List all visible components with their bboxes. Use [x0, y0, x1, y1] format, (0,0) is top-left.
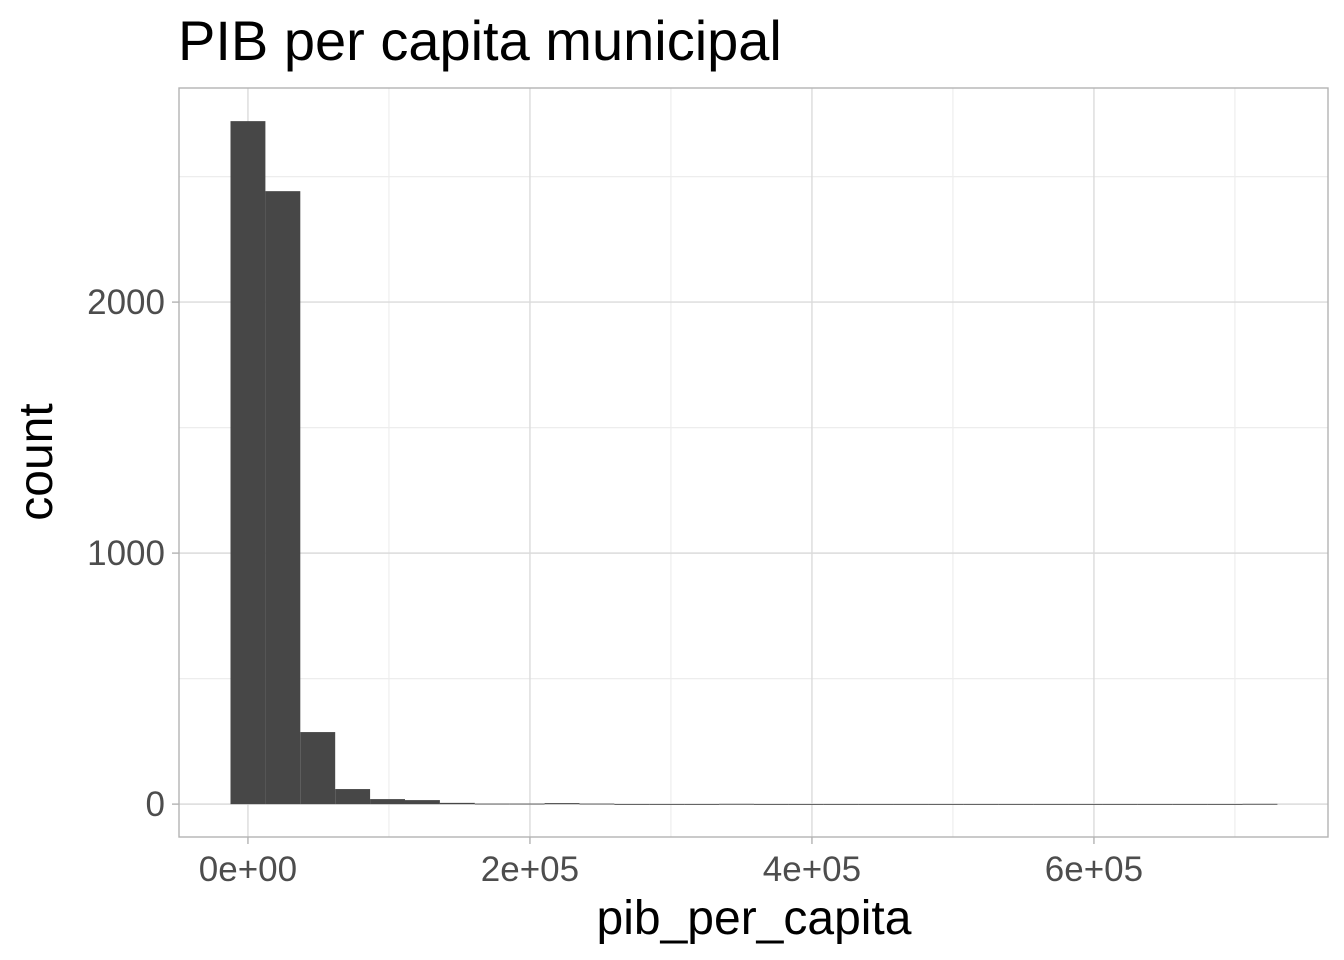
bar — [230, 121, 266, 805]
x-tick-label: 6e+05 — [1045, 850, 1143, 889]
y-axis-title: count — [10, 403, 63, 520]
bar — [1172, 804, 1208, 805]
y-tick-label: 2000 — [87, 283, 165, 322]
bar — [858, 804, 894, 805]
bar — [1137, 804, 1173, 805]
panel-border — [178, 87, 1329, 838]
bar — [265, 191, 301, 805]
bar — [928, 804, 964, 805]
bar — [1242, 803, 1278, 805]
bar — [1207, 804, 1243, 805]
bar — [579, 803, 615, 805]
bar — [614, 804, 650, 805]
bar — [370, 799, 405, 805]
bar — [300, 732, 336, 805]
bar — [649, 804, 685, 805]
bar — [1033, 804, 1069, 805]
bar — [753, 804, 789, 805]
bar — [998, 804, 1034, 805]
x-tick-label: 2e+05 — [481, 850, 579, 889]
y-tick-label: 1000 — [87, 534, 165, 573]
bar — [474, 803, 510, 805]
bar — [404, 800, 440, 805]
bar — [788, 804, 824, 805]
bar — [719, 803, 754, 805]
bar — [335, 789, 371, 805]
bar — [823, 804, 859, 805]
x-axis-title: pib_per_capita — [597, 892, 912, 945]
bar — [963, 804, 999, 805]
bar — [1068, 804, 1103, 805]
bar — [1102, 804, 1138, 805]
x-tick-label: 4e+05 — [763, 850, 861, 889]
chart-title: PIB per capita municipal — [178, 9, 782, 72]
bar — [509, 803, 545, 805]
y-tick-label: 0 — [146, 785, 165, 824]
x-tick-label: 0e+00 — [199, 850, 297, 889]
bar — [439, 802, 475, 805]
bar — [544, 803, 580, 805]
bar — [893, 804, 929, 805]
bar — [684, 804, 720, 805]
